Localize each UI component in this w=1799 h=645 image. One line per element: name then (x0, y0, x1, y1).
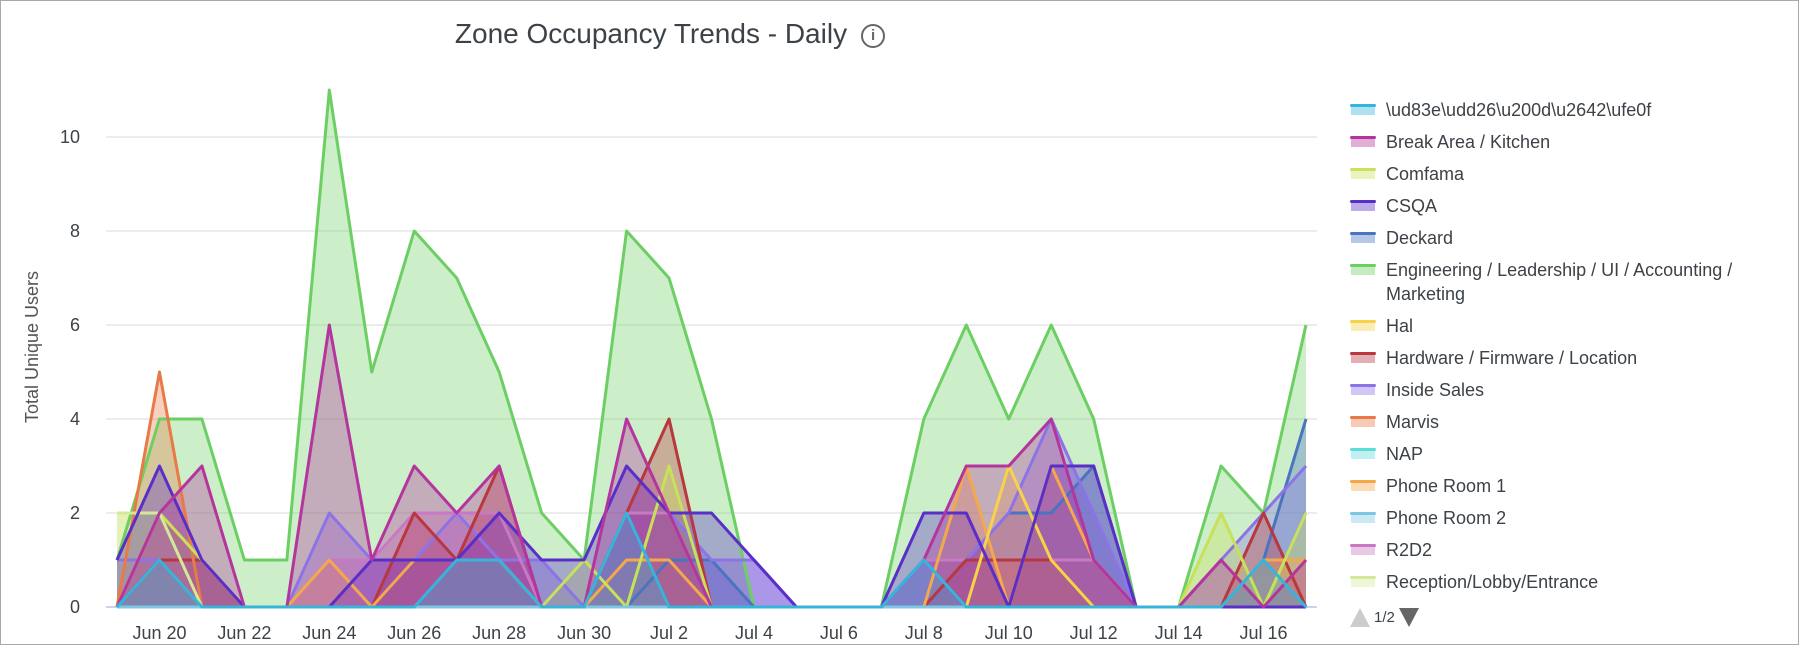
x-tick-label: Jun 30 (557, 623, 611, 643)
legend-prev-page-icon[interactable] (1350, 608, 1370, 627)
legend-label: \ud83e\udd26\u200d\u2642\ufe0f (1386, 100, 1652, 120)
series-area (117, 513, 1306, 607)
legend-label: Engineering / Leadership / UI / Accounti… (1386, 260, 1733, 304)
series-area (117, 466, 1306, 607)
x-tick-label: Jul 4 (735, 623, 773, 643)
legend-label: Comfama (1386, 164, 1465, 184)
legend-label: Break Area / Kitchen (1386, 132, 1551, 152)
legend-label: R2D2 (1386, 540, 1433, 560)
legend-label: Inside Sales (1386, 380, 1485, 400)
y-tick-label: 6 (70, 315, 80, 335)
x-tick-label: Jun 26 (387, 623, 441, 643)
legend-item[interactable]: Engineering / Leadership / UI / Accounti… (1350, 258, 1780, 306)
info-icon[interactable]: i (861, 24, 886, 48)
series-line (115, 511, 1308, 609)
chart-title: Zone Occupancy Trends - Daily (454, 18, 848, 49)
legend-pager: 1/2 (1350, 608, 1780, 627)
legend-label: Deckard (1386, 228, 1454, 248)
legend-swatch-icon (1350, 104, 1376, 116)
y-tick-label: 2 (70, 503, 80, 523)
legend-label: NAP (1386, 444, 1424, 464)
chart-title-row: Zone Occupancy Trends - Daily i (0, 18, 1340, 50)
series-area (117, 466, 1306, 607)
y-axis-title: Total Unique Users (22, 271, 42, 423)
y-tick-label: 0 (70, 597, 80, 617)
legend-item[interactable]: Phone Room 1 (1350, 474, 1780, 498)
area-chart: 0 2 4 6 8 10 Total Unique Users Jun 20 Jun 22 Jun… (22, 88, 1317, 643)
legend-swatch-icon (1350, 384, 1376, 396)
legend: \ud83e\udd26\u200d\u2642\ufe0f Break Area… (1350, 98, 1780, 627)
legend-item[interactable]: Inside Sales (1350, 378, 1780, 402)
legend-swatch-icon (1350, 480, 1376, 492)
legend-swatch-icon (1350, 512, 1376, 524)
legend-swatch-icon (1350, 352, 1376, 364)
legend-item[interactable]: Phone Room 2 (1350, 506, 1780, 530)
legend-label: Marvis (1386, 412, 1439, 432)
x-tick-label: Jul 10 (985, 623, 1033, 643)
x-tick-label: Jul 8 (905, 623, 943, 643)
series-area (117, 90, 1306, 607)
legend-next-page-icon[interactable] (1398, 608, 1419, 627)
legend-item[interactable]: Hardware / Firmware / Location (1350, 346, 1780, 370)
x-tick-label: Jul 16 (1240, 623, 1288, 643)
y-tick-label: 8 (70, 221, 80, 241)
legend-label: Phone Room 1 (1386, 476, 1507, 496)
legend-swatch-icon (1350, 576, 1376, 588)
legend-item[interactable]: CSQA (1350, 194, 1780, 218)
legend-page-indicator: 1/2 (1374, 609, 1395, 626)
legend-item[interactable]: \ud83e\udd26\u200d\u2642\ufe0f (1350, 98, 1780, 122)
legend-item[interactable]: Break Area / Kitchen (1350, 130, 1780, 154)
legend-swatch-icon (1350, 200, 1376, 212)
legend-item[interactable]: NAP (1350, 442, 1780, 466)
legend-item[interactable]: Deckard (1350, 226, 1780, 250)
y-tick-label: 10 (60, 127, 80, 147)
legend-swatch-icon (1350, 232, 1376, 244)
series-area (117, 325, 1306, 607)
legend-item[interactable]: R2D2 (1350, 538, 1780, 562)
legend-item[interactable]: Marvis (1350, 410, 1780, 434)
series-line (115, 88, 1308, 609)
legend-swatch-icon (1350, 136, 1376, 148)
x-tick-label: Jun 22 (217, 623, 271, 643)
legend-swatch-icon (1350, 264, 1376, 276)
x-tick-label: Jun 28 (472, 623, 526, 643)
legend-swatch-icon (1350, 416, 1376, 428)
legend-label: Hardware / Firmware / Location (1386, 348, 1638, 368)
x-tick-label: Jul 6 (820, 623, 858, 643)
legend-label: Hal (1386, 316, 1414, 336)
x-tick-label: Jul 14 (1155, 623, 1203, 643)
series-area (117, 466, 1306, 607)
legend-label: Phone Room 2 (1386, 508, 1507, 528)
legend-item[interactable]: Reception/Lobby/Entrance (1350, 570, 1780, 594)
series-line (117, 417, 1308, 609)
legend-swatch-icon (1350, 320, 1376, 332)
legend-label: Reception/Lobby/Entrance (1386, 572, 1599, 592)
y-tick-label: 4 (70, 409, 80, 429)
legend-item[interactable]: Comfama (1350, 162, 1780, 186)
x-tick-label: Jul 2 (650, 623, 688, 643)
x-tick-label: Jun 24 (302, 623, 356, 643)
series-area (117, 466, 1306, 607)
legend-label: CSQA (1386, 196, 1438, 216)
x-tick-label: Jun 20 (132, 623, 186, 643)
legend-swatch-icon (1350, 544, 1376, 556)
legend-swatch-icon (1350, 168, 1376, 180)
legend-item[interactable]: Hal (1350, 314, 1780, 338)
x-tick-label: Jul 12 (1070, 623, 1118, 643)
legend-swatch-icon (1350, 448, 1376, 460)
